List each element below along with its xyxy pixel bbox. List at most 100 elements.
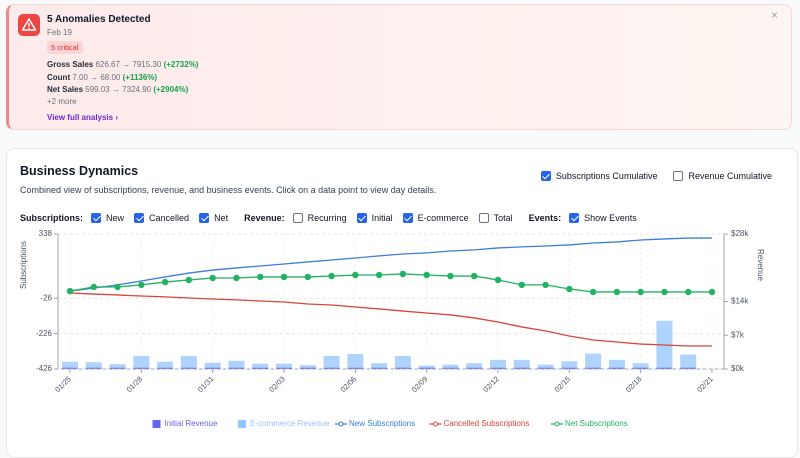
bar bbox=[680, 367, 697, 369]
legend-marker bbox=[433, 421, 438, 427]
x-tick-label: 01/25 bbox=[53, 374, 73, 394]
anomaly-item: Count 7.00 → 68.00 (+1136%) bbox=[47, 73, 157, 82]
bar bbox=[228, 360, 245, 368]
close-button[interactable]: × bbox=[771, 8, 779, 22]
checkbox-option[interactable]: Initial bbox=[356, 213, 393, 223]
group-label: Events: bbox=[528, 213, 562, 223]
point bbox=[708, 288, 716, 296]
legend-item[interactable]: Initial Revenue bbox=[152, 419, 218, 428]
checkbox-label: Net bbox=[214, 213, 229, 223]
bar bbox=[180, 367, 197, 369]
metric-percent: (+2732%) bbox=[163, 60, 199, 69]
bar bbox=[299, 367, 316, 369]
point bbox=[114, 283, 121, 291]
legend-item[interactable]: E-commerce Revenue bbox=[238, 419, 330, 428]
bar bbox=[347, 354, 364, 368]
y-tick-label: 338 bbox=[39, 229, 53, 238]
bar bbox=[585, 353, 602, 368]
checkbox[interactable] bbox=[478, 213, 489, 223]
metric-name: Count bbox=[47, 72, 71, 82]
bar bbox=[537, 367, 554, 369]
bar bbox=[85, 367, 102, 369]
bar bbox=[276, 367, 292, 369]
alert-date: Feb 19 bbox=[47, 28, 72, 37]
metric-percent: (+2904%) bbox=[153, 85, 189, 94]
bar bbox=[418, 365, 435, 368]
x-tick-label: 02/15 bbox=[553, 374, 573, 394]
point bbox=[328, 272, 335, 280]
line bbox=[69, 237, 712, 292]
point bbox=[447, 272, 454, 280]
cumulative-toggles: Subscriptions Cumulative Revenue Cumulati… bbox=[535, 166, 782, 184]
point bbox=[399, 270, 407, 278]
panel-description: Combined view of subscriptions, revenue,… bbox=[20, 185, 437, 195]
y2-tick-label: $0k bbox=[731, 364, 745, 373]
metric-change: 599.03 → 7324.90 bbox=[85, 85, 152, 94]
checkbox-option[interactable]: Net bbox=[199, 213, 228, 223]
bar bbox=[585, 367, 602, 369]
metric-name: Gross Sales bbox=[47, 60, 94, 69]
checkbox-option[interactable]: New bbox=[91, 213, 124, 223]
point bbox=[613, 288, 621, 296]
legend-item[interactable]: Net Subscriptions bbox=[551, 419, 628, 428]
line bbox=[69, 273, 712, 293]
y2-tick-label: $7k bbox=[731, 330, 745, 339]
checkbox-label: E-commerce bbox=[417, 213, 469, 223]
point bbox=[280, 273, 288, 281]
checkbox-option[interactable]: Show Events bbox=[569, 213, 637, 223]
point bbox=[542, 281, 549, 289]
checkbox-option[interactable]: E-commerce bbox=[402, 213, 469, 223]
bar bbox=[133, 355, 150, 368]
y-tick-label: -426 bbox=[36, 364, 53, 373]
legend-item[interactable]: Cancelled Subscriptions bbox=[429, 419, 530, 428]
checkbox-label: New bbox=[106, 213, 125, 223]
point bbox=[423, 271, 430, 279]
checkbox[interactable] bbox=[199, 213, 210, 223]
checkbox[interactable] bbox=[569, 213, 580, 223]
checkbox[interactable] bbox=[91, 213, 102, 223]
checkbox-label: Revenue Cumulative bbox=[688, 171, 772, 181]
checkbox-option[interactable]: Recurring bbox=[292, 213, 347, 223]
bar bbox=[490, 367, 506, 369]
checkbox-option[interactable]: Total bbox=[478, 213, 513, 223]
y2-axis-title: Revenue bbox=[756, 249, 765, 282]
legend-label: Initial Revenue bbox=[165, 419, 218, 428]
y-tick-label: -226 bbox=[36, 329, 53, 338]
checkbox-label: Total bbox=[493, 213, 513, 223]
y-tick-label: -26 bbox=[40, 293, 52, 302]
checkbox-option[interactable]: Revenue Cumulative bbox=[673, 171, 772, 181]
analysis-link[interactable]: View full analysis › bbox=[47, 113, 118, 122]
checkbox-option[interactable]: Cancelled bbox=[134, 213, 189, 223]
bar bbox=[394, 355, 411, 368]
x-tick-label: 01/31 bbox=[196, 374, 216, 394]
point bbox=[471, 272, 478, 280]
checkbox-label: Initial bbox=[371, 213, 393, 223]
y2-tick-label: $28k bbox=[731, 229, 749, 238]
bar bbox=[133, 367, 150, 369]
point bbox=[161, 278, 169, 286]
checkbox[interactable] bbox=[540, 171, 551, 181]
checkbox[interactable] bbox=[134, 213, 145, 223]
bar bbox=[204, 367, 221, 369]
point bbox=[257, 273, 264, 281]
legend-item[interactable]: New Subscriptions bbox=[335, 419, 415, 428]
checkbox[interactable] bbox=[356, 213, 367, 223]
point bbox=[494, 276, 502, 284]
checkbox[interactable] bbox=[292, 213, 303, 223]
alert-icon bbox=[18, 14, 40, 36]
bar bbox=[347, 367, 364, 369]
legend-label: E-commerce Revenue bbox=[250, 419, 330, 428]
bar bbox=[656, 367, 673, 369]
control-group: Subscriptions: New Cancelled Net bbox=[20, 208, 238, 225]
anomaly-item: Gross Sales 626.67 → 7915.30 (+2732%) bbox=[47, 60, 198, 69]
point bbox=[138, 281, 145, 289]
severity-badge: 5 critical bbox=[47, 41, 83, 54]
checkbox[interactable] bbox=[673, 171, 684, 181]
checkbox-option[interactable]: Subscriptions Cumulative bbox=[540, 171, 657, 181]
metric-change: 626.67 → 7915.30 bbox=[95, 60, 162, 69]
bar bbox=[371, 367, 388, 369]
point bbox=[375, 271, 383, 279]
point bbox=[352, 271, 359, 279]
checkbox[interactable] bbox=[402, 213, 413, 223]
